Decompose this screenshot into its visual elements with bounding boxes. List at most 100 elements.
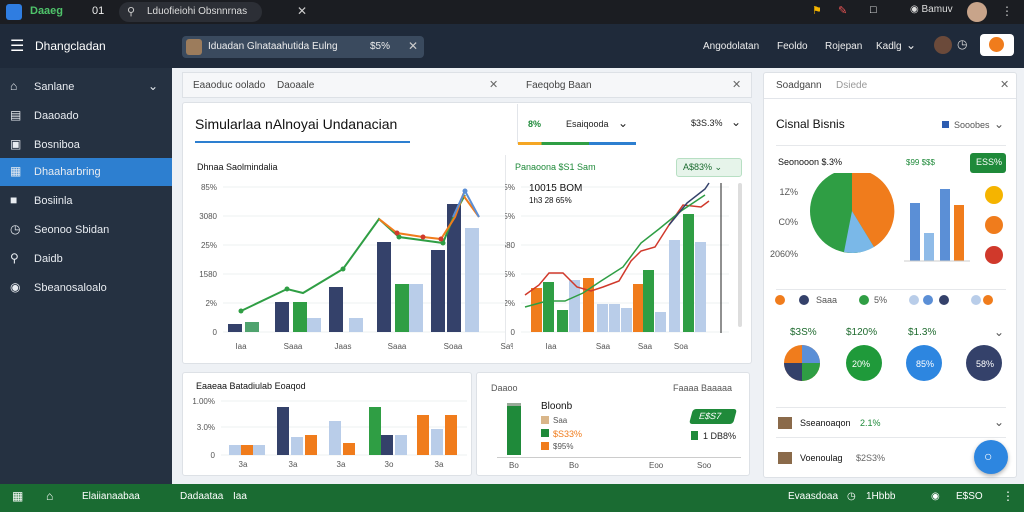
footer-link[interactable]: Elaiianaabaa — [82, 491, 140, 502]
x-tick-label: Saa — [596, 342, 611, 351]
legend-dot — [799, 295, 809, 305]
briefcase-icon: ▣ — [10, 137, 22, 151]
metric-tab[interactable]: 8% Esaiqooda ⌄ — [517, 104, 636, 145]
nav-item[interactable]: Kadlg — [876, 41, 902, 52]
footer-link[interactable]: Dadaataa — [180, 491, 224, 502]
y-tick-label: 2% — [205, 299, 217, 308]
close-icon[interactable]: ✕ — [408, 39, 419, 53]
chevron-down-icon[interactable]: ⌄ — [994, 117, 1005, 131]
bar — [329, 421, 341, 455]
x-tick-label: Sa% — [501, 342, 513, 351]
help-button[interactable]: ○ — [974, 440, 1008, 474]
x-tick-label: Jaas — [335, 342, 352, 351]
badge[interactable]: A$83% ⌄ — [676, 158, 742, 177]
footer-link[interactable]: Iaa — [233, 491, 247, 502]
sidebar: ⌂ Sanlane ⌄ ▤ Daaoado ▣ Bosniboa ▦ Dhaah… — [0, 68, 172, 484]
menu-icon[interactable]: ☰ — [10, 38, 25, 55]
bar — [954, 205, 964, 261]
sidebar-item[interactable]: ⚲ Daidb — [0, 245, 172, 273]
x-tick-label: 3a — [435, 460, 444, 469]
sidebar-item[interactable]: ◉ Sbeanosaloalo — [0, 274, 172, 302]
user-name-label: Bamuv — [921, 4, 953, 15]
chevron-down-icon[interactable]: ⌄ — [731, 115, 742, 129]
bar — [621, 308, 632, 332]
legend-label: Saaa — [816, 295, 838, 305]
y-tick-label: 0 — [213, 328, 218, 337]
gift-icon[interactable]: ✎ — [838, 5, 848, 17]
sidebar-item[interactable]: ■ Bosiinla — [0, 187, 172, 215]
bar — [465, 228, 479, 332]
chevron-down-icon[interactable]: ⌄ — [148, 79, 159, 93]
avatar[interactable] — [934, 36, 952, 54]
clock-icon[interactable]: ◷ — [957, 37, 968, 51]
close-icon[interactable]: ✕ — [1000, 79, 1010, 91]
search-bar[interactable]: ⚲ Lduofieiohi Obsnnrnas — [119, 2, 262, 22]
grid-icon[interactable]: ▦ — [12, 489, 24, 503]
row-icon — [778, 452, 792, 464]
nav-item[interactable]: Angodolatan — [703, 41, 760, 52]
tab[interactable]: Soadgann — [776, 80, 822, 91]
search-text: Lduofieiohi Obsnnrnas — [147, 6, 248, 17]
chevron-down-icon[interactable]: ⌄ — [994, 415, 1005, 429]
tab[interactable]: Daaoo — [491, 383, 518, 393]
ring-row — [784, 345, 1002, 381]
tab[interactable]: Faaaa Baaaaa — [673, 383, 733, 393]
bar — [381, 435, 393, 455]
sidebar-item[interactable]: ◷ Seonoo Sbidan — [0, 216, 172, 244]
bar — [940, 189, 950, 261]
app-icon[interactable] — [6, 4, 22, 20]
legend-row — [775, 295, 993, 305]
title-underline — [195, 141, 410, 143]
x-tick-label: Saa — [638, 342, 653, 351]
bar — [507, 405, 521, 455]
tab[interactable]: Dsiede — [836, 80, 868, 91]
y-tick-label: C0% — [778, 217, 798, 227]
chevron-down-icon[interactable]: ⌄ — [994, 325, 1005, 339]
data-point — [462, 188, 468, 194]
sidebar-item-label: Sbeanosaloalo — [34, 282, 107, 294]
chevron-down-icon[interactable]: ⌄ — [906, 38, 917, 52]
sidebar-item[interactable]: ▣ Bosniboa — [0, 131, 172, 159]
sidebar-item-label: Bosiinla — [34, 195, 73, 207]
y-tick-label: 3.0% — [197, 423, 215, 432]
close-icon[interactable]: ✕ — [297, 4, 308, 18]
sidebar-item[interactable]: ⌂ Sanlane ⌄ — [0, 73, 172, 101]
home-icon[interactable]: ⌂ — [46, 489, 54, 503]
bar — [349, 318, 363, 332]
series-line-green — [524, 194, 706, 308]
close-icon[interactable]: ✕ — [732, 79, 742, 91]
bell-icon[interactable]: ⚑ — [812, 5, 822, 17]
chevron-down-icon[interactable]: ⌄ — [618, 116, 629, 130]
nav-item[interactable]: Rojepan — [825, 41, 863, 52]
metric-pct: 8% — [528, 119, 542, 129]
badge: E$S7 — [688, 409, 738, 424]
chat-icon[interactable]: □ — [870, 4, 877, 16]
tab[interactable]: Daoaale — [277, 80, 315, 91]
project-chip-value: $5% — [370, 41, 391, 52]
lock-icon: ◉ — [10, 280, 21, 294]
scrollbar[interactable] — [738, 183, 742, 327]
sidebar-item[interactable]: ▤ Daaoado — [0, 102, 172, 130]
project-chip[interactable]: Iduadan Glnataahutida Eulng $5% ✕ — [182, 36, 424, 58]
more-icon[interactable]: ⋮ — [1002, 489, 1014, 503]
org-button[interactable] — [980, 34, 1014, 56]
avatar[interactable] — [967, 2, 987, 22]
y-tick-label: 85% — [505, 183, 515, 192]
badge-label: A$83% — [683, 162, 713, 172]
bottom-mid-panel: Daaoo Faaaa Baaaaa Bloonb Saa $S33% $95%… — [476, 372, 750, 476]
nav-item[interactable]: Feoldo — [777, 41, 808, 52]
tab[interactable]: Eaaoduc oolado — [193, 80, 266, 91]
bar — [633, 284, 644, 332]
footer-status: Evaasdoaa — [788, 491, 839, 502]
globe-icon: ◉ — [931, 491, 940, 502]
x-tick-label: Eoo — [649, 461, 664, 470]
sub-legend: $99 $$$ — [906, 158, 935, 167]
sidebar-item-active[interactable]: ▦ Dhaaharbring — [0, 158, 172, 186]
more-icon[interactable]: ⋮ — [1001, 4, 1013, 18]
metric-label: Esaiqooda — [566, 119, 609, 129]
bottom-left-panel: Eaaeaa Batadiulab Eoaqod 1.00% 3.0% 0 3a 3a 3… — [182, 372, 472, 476]
user-name[interactable]: ◉ Bamuv — [910, 4, 953, 15]
header: ☰ Dhangcladan Iduadan Glnataahutida Euln… — [0, 24, 1024, 68]
tab[interactable]: Faeqobg Baan — [526, 80, 592, 91]
close-icon[interactable]: ✕ — [489, 79, 499, 91]
